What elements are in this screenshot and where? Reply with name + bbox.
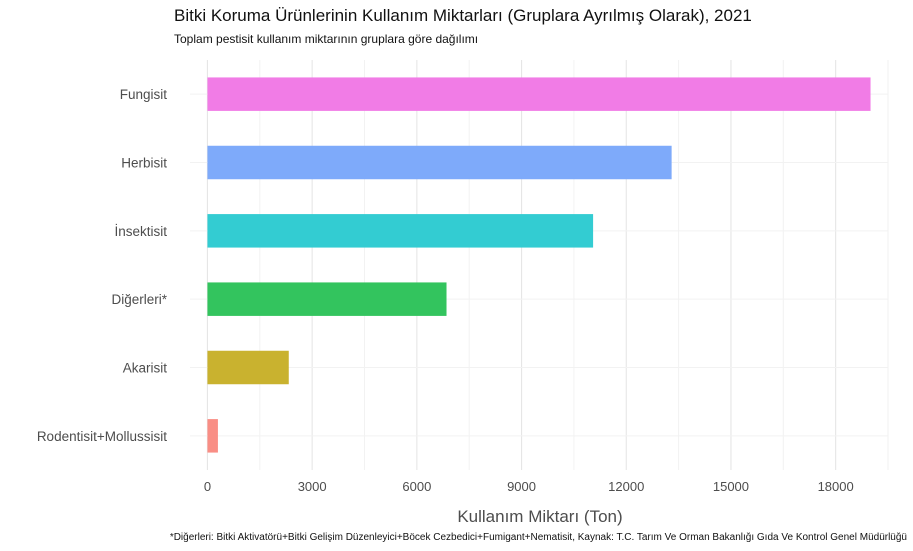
x-tick-label: 9000 bbox=[507, 479, 536, 494]
y-tick-label: Fungisit bbox=[120, 87, 168, 102]
x-tick-label: 0 bbox=[204, 479, 211, 494]
y-tick-label: İnsektisit bbox=[114, 224, 167, 239]
bar bbox=[207, 214, 594, 248]
chart-caption: *Diğerleri: Bitki Aktivatörü+Bitki Geliş… bbox=[170, 532, 907, 543]
x-tick-label: 18000 bbox=[818, 479, 854, 494]
grid bbox=[190, 60, 889, 470]
x-tick-label: 12000 bbox=[608, 479, 644, 494]
x-tick-label: 3000 bbox=[298, 479, 327, 494]
bar bbox=[207, 145, 672, 180]
bar bbox=[207, 350, 289, 385]
x-tick-label: 15000 bbox=[713, 479, 749, 494]
bars bbox=[207, 77, 871, 453]
y-tick-label: Diğerleri* bbox=[111, 292, 167, 307]
x-axis-ticks: 0 3000 6000 9000 12000 15000 18000 bbox=[204, 479, 854, 494]
x-tick-label: 6000 bbox=[402, 479, 431, 494]
y-tick-label: Rodentisit+Mollussisit bbox=[37, 429, 167, 444]
chart-subtitle: Toplam pestisit kullanım miktarının grup… bbox=[174, 32, 478, 46]
y-tick-label: Herbisit bbox=[121, 156, 167, 171]
x-axis-label: Kullanım Miktarı (Ton) bbox=[457, 507, 622, 526]
y-tick-label: Akarisit bbox=[123, 361, 168, 376]
bar bbox=[207, 282, 447, 316]
bar bbox=[207, 77, 871, 111]
chart-title: Bitki Koruma Ürünlerinin Kullanım Miktar… bbox=[174, 6, 752, 25]
y-axis-ticks: Fungisit Herbisit İnsektisit Diğerleri* Akar… bbox=[37, 87, 168, 444]
bar bbox=[207, 419, 218, 453]
